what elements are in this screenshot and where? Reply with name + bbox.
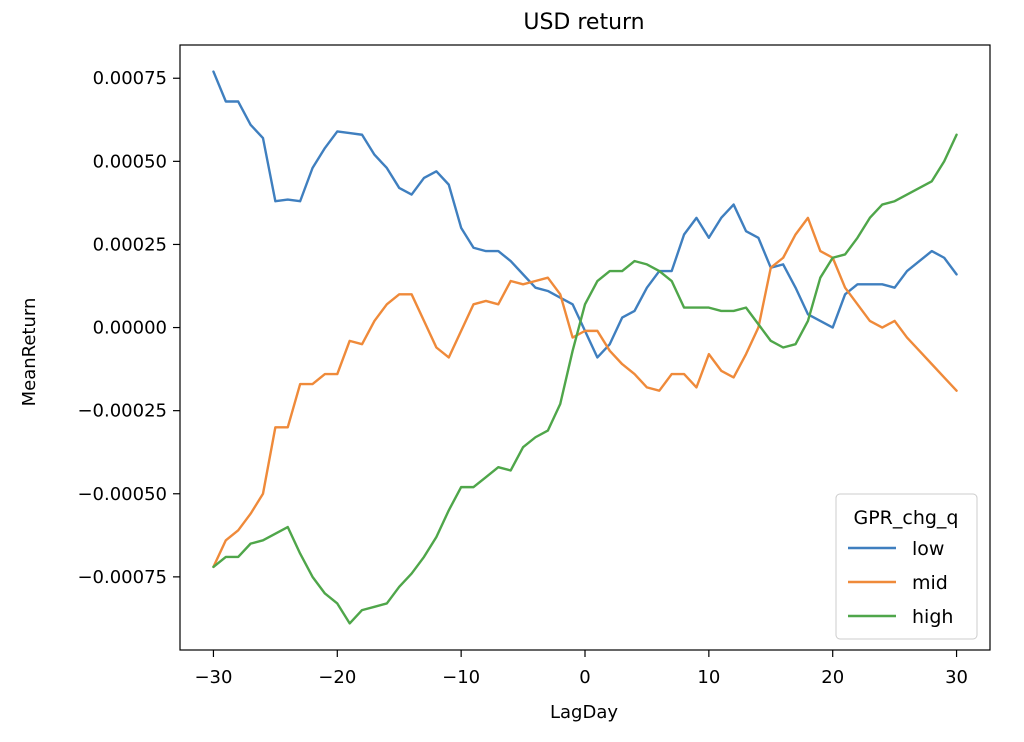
y-tick-label: 0.00075 xyxy=(93,68,167,89)
y-tick-label: 0.00025 xyxy=(93,234,167,255)
y-axis-title: MeanReturn xyxy=(19,298,40,407)
y-axis: −0.00075 −0.00050 −0.00025 0.00000 0.00025 0.… xyxy=(77,68,180,588)
legend-entries: low mid high xyxy=(848,538,953,628)
legend-title: GPR_chg_q xyxy=(854,507,959,529)
series-line-high xyxy=(212,133,958,625)
x-tick-label: 30 xyxy=(945,667,968,688)
series-layer xyxy=(212,70,958,625)
x-axis: −30 −20 −10 0 10 20 30 xyxy=(194,650,968,688)
y-tick-label: 0.00000 xyxy=(93,318,167,339)
x-tick-label: −10 xyxy=(442,667,480,688)
legend: GPR_chg_q low mid high xyxy=(835,493,978,640)
y-tick-label: −0.00075 xyxy=(77,567,167,588)
x-tick-label: −30 xyxy=(194,667,232,688)
series-line-low xyxy=(212,70,958,359)
x-axis-title: LagDay xyxy=(550,702,618,723)
y-tick-label: −0.00050 xyxy=(77,484,167,505)
x-tick-label: 20 xyxy=(821,667,844,688)
y-tick-label: −0.00025 xyxy=(77,401,167,422)
legend-box xyxy=(835,493,978,640)
x-tick-label: 10 xyxy=(697,667,720,688)
legend-label-low: low xyxy=(912,538,944,560)
x-tick-label: 0 xyxy=(579,667,590,688)
legend-label-mid: mid xyxy=(912,572,948,594)
legend-label-high: high xyxy=(912,606,953,628)
chart-title: USD return xyxy=(523,10,644,35)
y-tick-label: 0.00050 xyxy=(93,151,167,172)
x-tick-label: −20 xyxy=(318,667,356,688)
